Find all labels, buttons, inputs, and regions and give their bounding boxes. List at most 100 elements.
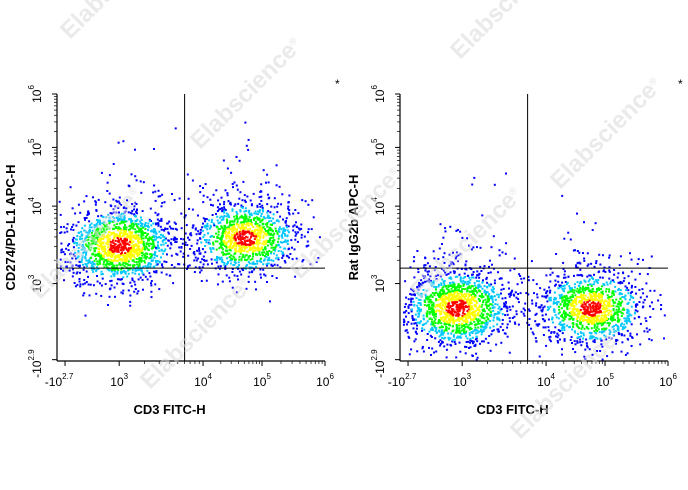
- event-dot: [421, 347, 424, 350]
- event-dot: [582, 252, 584, 254]
- event-dot: [403, 320, 406, 323]
- event-dot: [158, 230, 161, 233]
- event-dot: [636, 263, 639, 265]
- event-dot: [473, 313, 476, 316]
- population-cd3-negative: [402, 172, 573, 361]
- event-dot: [85, 259, 88, 262]
- event-dot: [265, 181, 267, 184]
- event-dot: [107, 219, 110, 222]
- event-dot: [153, 270, 155, 273]
- event-dot: [246, 264, 248, 267]
- event-dot: [143, 245, 146, 248]
- event-dot: [238, 258, 241, 261]
- event-dot: [433, 320, 436, 323]
- event-dot: [120, 247, 123, 250]
- event-dot: [147, 225, 149, 227]
- event-dot: [437, 258, 440, 260]
- event-dot: [424, 275, 427, 278]
- event-dot: [234, 234, 237, 237]
- event-dot: [570, 317, 573, 320]
- event-dot: [88, 232, 91, 235]
- event-dot: [559, 321, 562, 324]
- event-dot: [140, 216, 142, 219]
- event-dot: [405, 309, 408, 312]
- event-dot: [102, 254, 105, 257]
- event-dot: [234, 239, 237, 242]
- event-dot: [247, 280, 250, 283]
- event-dot: [72, 229, 75, 231]
- event-dot: [108, 250, 110, 253]
- event-dot: [205, 279, 208, 282]
- event-dot: [221, 210, 224, 213]
- event-dot: [151, 246, 154, 249]
- event-dot: [84, 282, 87, 285]
- event-dot: [475, 328, 478, 331]
- event-dot: [149, 242, 152, 245]
- event-dot: [215, 261, 218, 264]
- event-dot: [135, 258, 138, 261]
- event-dot: [493, 282, 496, 285]
- event-dot: [145, 224, 148, 227]
- event-dot: [267, 257, 270, 260]
- event-dot: [466, 274, 469, 277]
- event-dot: [645, 327, 648, 330]
- event-dot: [465, 330, 468, 333]
- event-dot: [125, 207, 128, 210]
- event-dot: [87, 241, 90, 244]
- event-dot: [416, 292, 419, 295]
- event-dot: [95, 247, 98, 250]
- event-dot: [469, 287, 472, 290]
- event-dot: [621, 281, 624, 284]
- event-dot: [233, 235, 236, 238]
- event-dot: [485, 315, 488, 318]
- event-dot: [150, 237, 153, 240]
- event-dot: [267, 229, 270, 231]
- event-dot: [435, 278, 438, 280]
- event-dot: [156, 255, 159, 258]
- event-dot: [589, 291, 592, 293]
- event-dot: [623, 317, 626, 320]
- event-dot: [629, 252, 631, 255]
- event-dot: [620, 350, 623, 353]
- event-dot: [121, 282, 124, 285]
- event-dot: [102, 257, 105, 260]
- event-dot: [407, 312, 410, 315]
- event-dot: [583, 318, 585, 321]
- event-dot: [79, 285, 82, 288]
- event-dot: [634, 304, 637, 307]
- event-dot: [427, 304, 430, 307]
- event-dot: [243, 256, 246, 259]
- event-dot: [96, 262, 99, 265]
- event-dot: [579, 286, 582, 289]
- event-dot: [607, 302, 610, 305]
- event-dot: [112, 260, 115, 262]
- event-dot: [442, 289, 445, 292]
- event-dot: [576, 336, 579, 339]
- event-dot: [272, 222, 275, 225]
- event-dot: [551, 271, 554, 274]
- event-dot: [129, 233, 132, 236]
- event-dot: [433, 269, 436, 272]
- event-dot: [196, 249, 199, 252]
- event-dot: [131, 279, 134, 282]
- event-dot: [598, 320, 601, 323]
- event-dot: [422, 323, 425, 326]
- event-dot: [601, 285, 603, 288]
- event-dot: [448, 292, 451, 295]
- event-dot: [151, 236, 154, 239]
- event-dot: [63, 253, 66, 256]
- event-dot: [547, 318, 550, 321]
- event-dot: [267, 181, 270, 184]
- event-dot: [142, 237, 145, 240]
- event-dot: [269, 227, 272, 230]
- event-dot: [575, 313, 577, 316]
- event-dot: [122, 245, 125, 248]
- event-dot: [468, 244, 470, 247]
- event-dot: [645, 320, 648, 322]
- event-dot: [430, 354, 432, 356]
- event-dot: [156, 218, 159, 221]
- event-dot: [102, 250, 105, 253]
- event-dot: [420, 294, 423, 297]
- event-dot: [90, 222, 93, 225]
- event-dot: [614, 318, 616, 321]
